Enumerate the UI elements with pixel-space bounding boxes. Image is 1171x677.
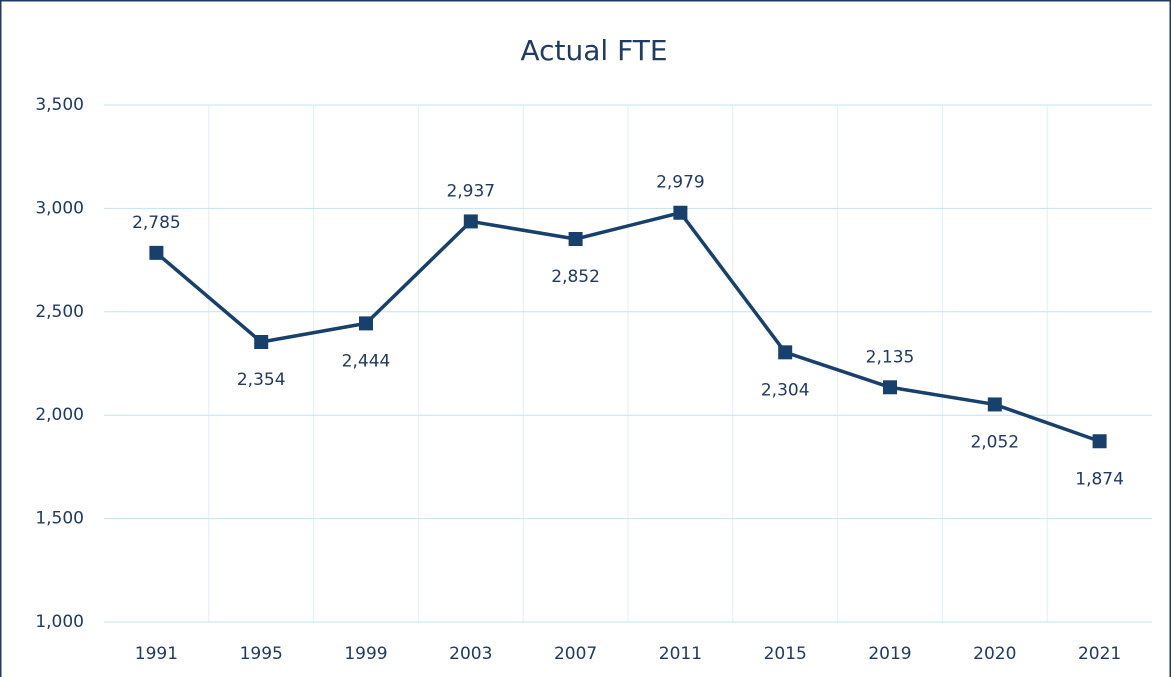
chart-title: Actual FTE (520, 34, 667, 67)
marker (673, 205, 688, 220)
y-tick-label: 1,500 (35, 509, 84, 529)
y-tick-label: 3,500 (35, 95, 84, 115)
y-tick-label: 2,000 (35, 405, 84, 425)
marker (149, 245, 164, 260)
x-tick-label: 2011 (659, 644, 702, 664)
marker (359, 316, 373, 331)
y-tick-label: 2,500 (35, 302, 84, 322)
data-label: 2,785 (132, 213, 181, 233)
marker (254, 334, 269, 349)
x-tick-label: 2021 (1078, 644, 1121, 664)
data-label: 2,354 (237, 370, 286, 390)
x-tick-label: 2007 (554, 644, 597, 664)
y-tick-label: 1,000 (35, 612, 84, 632)
x-tick-label: 2003 (449, 644, 492, 664)
x-tick-label: 1991 (135, 644, 178, 664)
data-label: 2,135 (866, 347, 915, 367)
marker (568, 232, 583, 247)
data-label: 2,852 (551, 267, 600, 287)
x-tick-label: 2020 (973, 644, 1016, 664)
data-label: 2,444 (342, 351, 391, 371)
marker (987, 397, 1002, 412)
x-tick-label: 1999 (344, 644, 387, 664)
marker (1092, 434, 1107, 449)
y-tick-label: 3,000 (35, 198, 84, 218)
marker (883, 380, 897, 395)
line (155, 210, 1101, 443)
x-tick-label: 2015 (764, 644, 807, 664)
data-label: 2,304 (761, 380, 810, 400)
data-label: 2,937 (446, 181, 495, 201)
data-label: 2,052 (970, 432, 1019, 452)
marker (463, 214, 478, 229)
x-tick-label: 1995 (240, 644, 283, 664)
marker (778, 345, 793, 360)
x-tick-label: 2019 (868, 644, 911, 664)
data-label: 1,874 (1075, 469, 1124, 489)
data-label: 2,979 (656, 173, 705, 193)
